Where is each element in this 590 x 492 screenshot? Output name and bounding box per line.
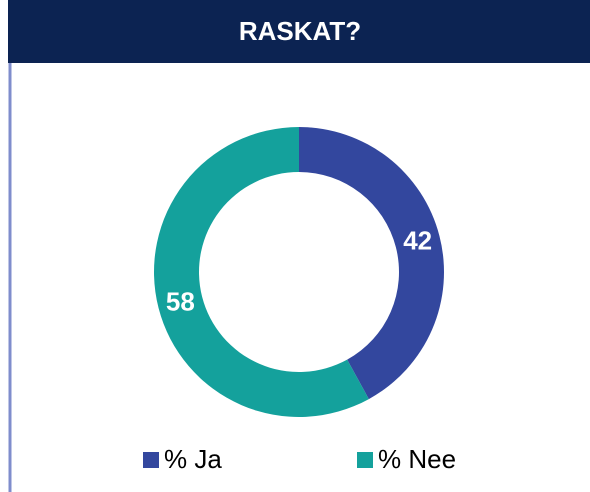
- data-label: 58: [166, 286, 195, 316]
- legend-swatch: [357, 452, 373, 468]
- legend-label: % Nee: [378, 444, 456, 474]
- data-label: 42: [403, 225, 432, 255]
- legend-label: % Ja: [164, 444, 222, 474]
- legend-swatch: [143, 452, 159, 468]
- donut-segment: [299, 127, 444, 400]
- header-band: [8, 0, 590, 63]
- donut-segment: [153, 127, 369, 417]
- chart-title: RASKAT?: [239, 16, 361, 46]
